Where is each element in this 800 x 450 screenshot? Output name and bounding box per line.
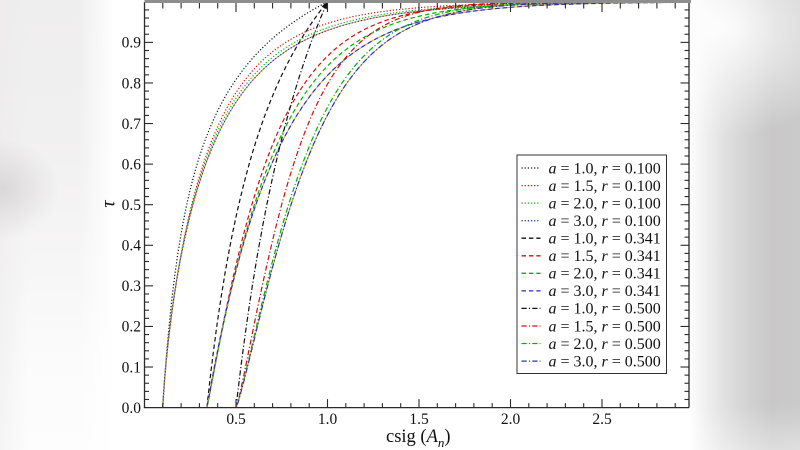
svg-text:0.0: 0.0 <box>122 400 142 417</box>
svg-text:a = 3.0, r = 0.100: a = 3.0, r = 0.100 <box>549 213 661 230</box>
svg-text:0.6: 0.6 <box>122 156 142 173</box>
svg-text:τ: τ <box>98 200 120 208</box>
svg-text:2.5: 2.5 <box>592 411 612 428</box>
svg-text:a = 2.0, r = 0.100: a = 2.0, r = 0.100 <box>549 195 661 212</box>
svg-text:0.8: 0.8 <box>122 75 142 92</box>
svg-text:1.5: 1.5 <box>409 411 429 428</box>
svg-text:0.7: 0.7 <box>122 116 142 133</box>
svg-text:a = 1.5, r = 0.341: a = 1.5, r = 0.341 <box>549 248 661 265</box>
svg-text:a = 2.0, r = 0.500: a = 2.0, r = 0.500 <box>549 336 661 353</box>
svg-text:2.0: 2.0 <box>501 411 521 428</box>
svg-text:a = 3.0, r = 0.341: a = 3.0, r = 0.341 <box>549 283 661 300</box>
svg-text:a = 1.0, r = 0.341: a = 1.0, r = 0.341 <box>549 231 661 248</box>
svg-text:0.9: 0.9 <box>122 35 142 52</box>
svg-text:0.2: 0.2 <box>122 319 141 336</box>
svg-text:a = 1.5, r = 0.100: a = 1.5, r = 0.100 <box>549 178 661 195</box>
svg-text:0.3: 0.3 <box>122 278 142 295</box>
svg-text:a = 2.0, r = 0.341: a = 2.0, r = 0.341 <box>549 266 661 283</box>
svg-text:csig (An): csig (An) <box>386 427 451 450</box>
svg-text:0.4: 0.4 <box>122 238 142 255</box>
svg-text:a = 1.5, r = 0.500: a = 1.5, r = 0.500 <box>549 318 661 335</box>
svg-text:0.5: 0.5 <box>122 197 142 214</box>
svg-text:1.0: 1.0 <box>318 411 338 428</box>
svg-text:0.1: 0.1 <box>122 359 141 376</box>
svg-text:a = 1.0, r = 0.100: a = 1.0, r = 0.100 <box>549 160 661 177</box>
svg-text:a = 1.0, r = 0.500: a = 1.0, r = 0.500 <box>549 301 661 318</box>
svg-text:a = 3.0, r = 0.500: a = 3.0, r = 0.500 <box>549 353 661 370</box>
svg-text:0.5: 0.5 <box>226 411 246 428</box>
